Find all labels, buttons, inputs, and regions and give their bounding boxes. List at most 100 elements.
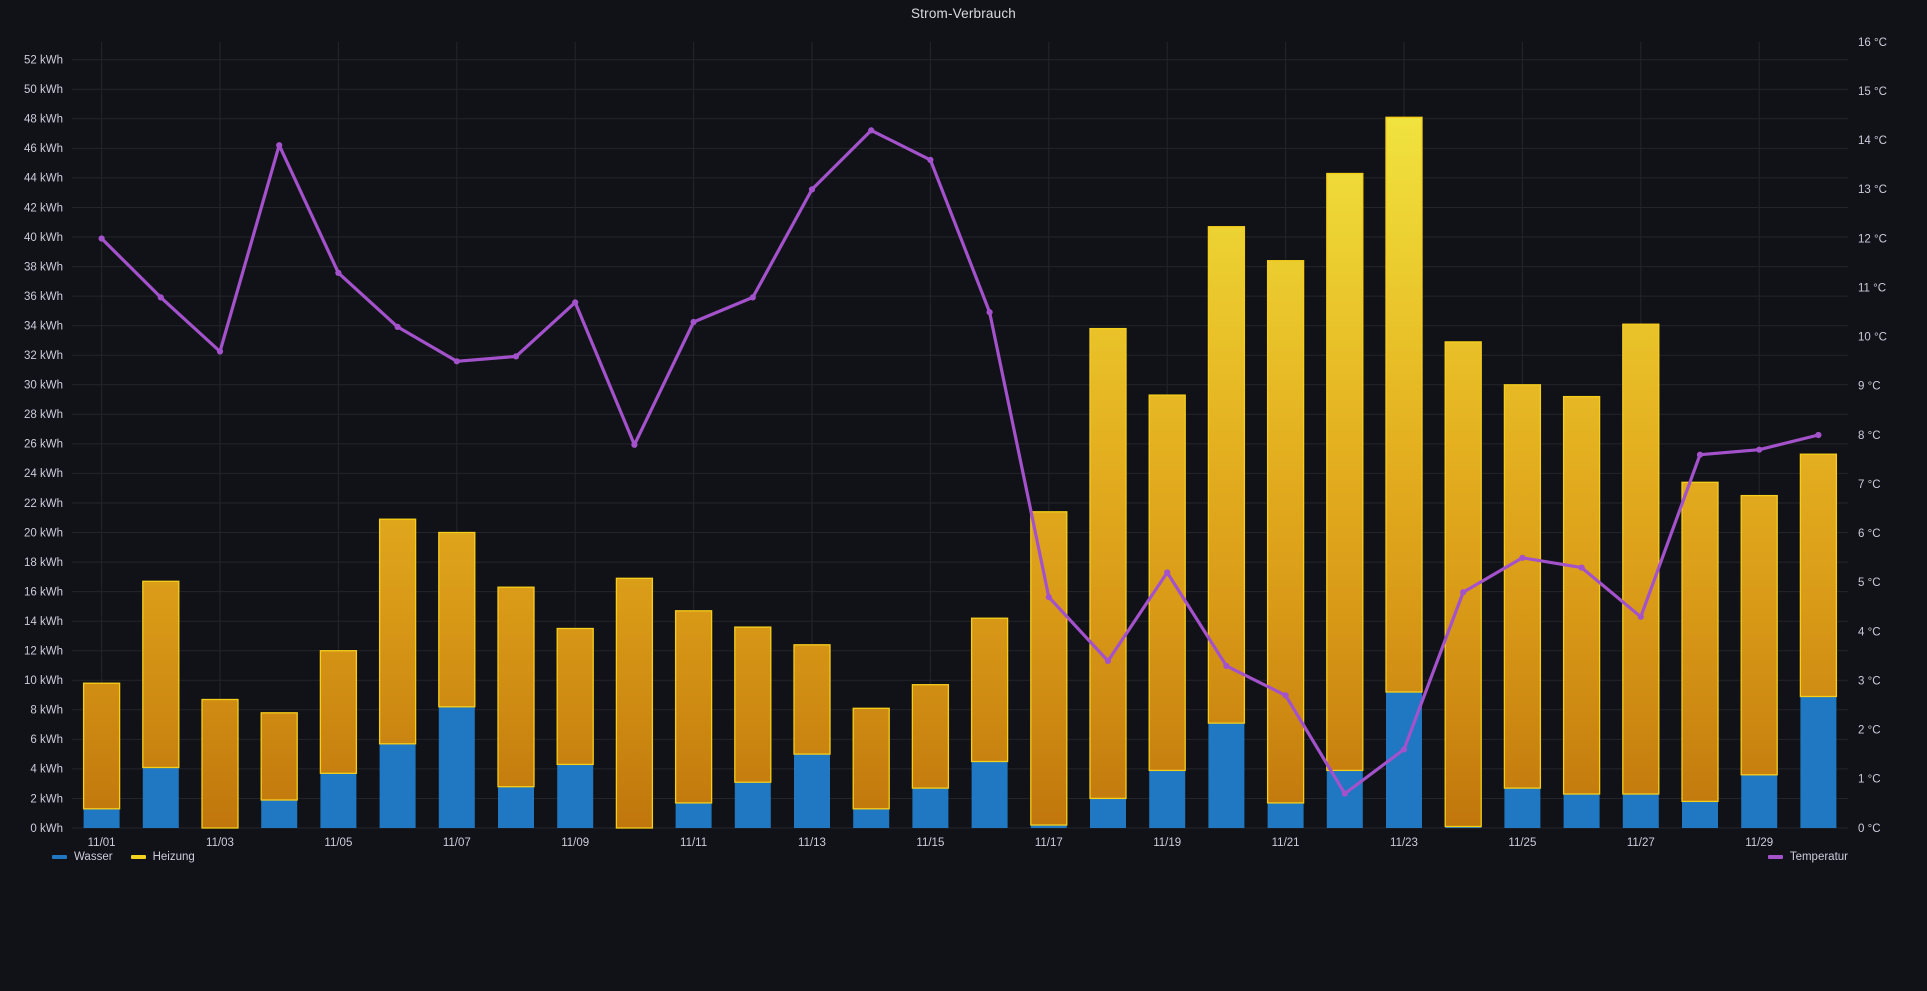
y-right-tick-label: 12 °C xyxy=(1858,233,1887,245)
bar-heizung xyxy=(1148,394,1186,772)
temperatur-point xyxy=(1756,446,1763,453)
temperatur-point xyxy=(1164,569,1171,576)
bar-heizung xyxy=(1799,453,1838,698)
temperatur-point xyxy=(808,186,816,193)
bar-heizung xyxy=(1385,116,1423,693)
bar-wasser xyxy=(498,786,534,828)
temperatur-swatch-icon xyxy=(1767,855,1783,859)
bar-wasser xyxy=(83,808,120,828)
bar-heizung xyxy=(1089,327,1127,800)
x-tick-label: 11/11 xyxy=(680,837,707,849)
bar-heizung xyxy=(1207,226,1246,724)
bar-wasser xyxy=(320,773,357,828)
legend-right-group: Temperatur xyxy=(1767,851,1848,863)
x-tick-label: 11/25 xyxy=(1508,837,1536,849)
temperatur-point xyxy=(276,142,283,149)
bar-heizung xyxy=(1326,172,1364,772)
y-right-tick-label: 1 °C xyxy=(1858,774,1881,786)
bar-heizung xyxy=(260,712,298,801)
y-left-tick-label: 10 kWh xyxy=(24,675,63,687)
bar-wasser xyxy=(1622,794,1659,828)
y-left-tick-label: 26 kWh xyxy=(24,439,63,451)
x-tick-label: 11/09 xyxy=(561,837,589,849)
bar-heizung xyxy=(438,531,476,708)
temperatur-point xyxy=(394,323,401,330)
bar-heizung xyxy=(82,682,121,810)
x-tick-label: 11/15 xyxy=(916,837,944,849)
legend-label-heizung: Heizung xyxy=(152,851,195,863)
bar-heizung xyxy=(1622,323,1660,795)
y-right-tick-label: 7 °C xyxy=(1858,479,1881,491)
temperatur-point xyxy=(1696,451,1704,458)
y-left-tick-label: 32 kWh xyxy=(24,350,63,362)
panel-title[interactable]: Strom-Verbrauch xyxy=(910,6,1017,21)
y-right-tick-label: 3 °C xyxy=(1858,675,1881,687)
legend-left-group: Wasser Heizung xyxy=(52,851,195,863)
legend-item-temperatur[interactable]: Temperatur xyxy=(1767,851,1848,863)
y-left-tick-label: 12 kWh xyxy=(24,646,63,658)
bar-heizung xyxy=(319,650,358,774)
legend: Wasser Heizung Temperatur xyxy=(0,851,1927,869)
bar-wasser xyxy=(557,764,594,828)
bar-wasser xyxy=(1030,825,1067,828)
temperatur-point xyxy=(749,294,756,301)
y-left-tick-label: 20 kWh xyxy=(24,527,63,539)
y-left-tick-label: 22 kWh xyxy=(24,498,63,510)
bar-wasser xyxy=(261,799,298,828)
temperatur-point xyxy=(927,156,934,163)
bar-heizung xyxy=(793,644,831,755)
bar-wasser xyxy=(853,808,890,828)
bar-heizung xyxy=(1503,384,1542,789)
x-tick-label: 11/01 xyxy=(88,837,116,849)
bar-heizung xyxy=(378,518,417,745)
x-tick-label: 11/13 xyxy=(798,837,826,849)
x-tick-label: 11/21 xyxy=(1272,837,1300,849)
bar-heizung xyxy=(556,627,594,766)
y-left-tick-label: 34 kWh xyxy=(24,321,63,333)
heizung-swatch-icon xyxy=(130,855,146,859)
temperatur-point xyxy=(690,318,697,326)
bar-heizung xyxy=(911,684,950,789)
legend-item-heizung[interactable]: Heizung xyxy=(130,851,195,863)
bar-heizung xyxy=(674,610,713,804)
y-right-tick-label: 10 °C xyxy=(1858,332,1887,344)
bar-heizung xyxy=(615,577,654,829)
y-left-tick-label: 42 kWh xyxy=(24,202,63,214)
y-left-tick-label: 0 kWh xyxy=(30,823,63,835)
bar-wasser xyxy=(675,802,712,828)
y-left-tick-label: 14 kWh xyxy=(24,616,63,628)
temperatur-point xyxy=(98,235,105,242)
y-right-tick-label: 16 °C xyxy=(1858,37,1887,49)
temperatur-point xyxy=(157,294,164,301)
y-right-tick-label: 9 °C xyxy=(1858,381,1881,393)
y-left-tick-label: 4 kWh xyxy=(30,764,63,776)
legend-item-wasser[interactable]: Wasser xyxy=(52,851,113,863)
bar-heizung xyxy=(1740,494,1778,776)
bar-wasser xyxy=(1445,826,1482,828)
bar-wasser xyxy=(1504,788,1541,828)
y-left-tick-label: 24 kWh xyxy=(24,468,63,480)
temperatur-point xyxy=(1460,589,1467,596)
temperatur-point xyxy=(335,269,342,276)
temperatur-point xyxy=(1223,662,1230,670)
bar-wasser xyxy=(1149,770,1186,828)
bar-heizung xyxy=(970,617,1009,763)
bar-wasser xyxy=(1682,801,1718,828)
y-right-tick-label: 4 °C xyxy=(1858,626,1881,638)
bar-heizung xyxy=(1030,511,1068,826)
bar-wasser xyxy=(379,743,416,828)
bar-wasser xyxy=(1741,774,1778,828)
y-left-tick-label: 30 kWh xyxy=(24,380,63,392)
bar-heizung xyxy=(497,586,535,788)
x-tick-label: 11/23 xyxy=(1390,837,1418,849)
y-left-tick-label: 16 kWh xyxy=(24,586,63,598)
bar-wasser xyxy=(1267,802,1304,828)
y-right-tick-label: 11 °C xyxy=(1858,282,1886,294)
x-tick-label: 11/05 xyxy=(324,837,352,849)
bar-wasser xyxy=(438,706,475,828)
bar-wasser xyxy=(1563,794,1600,828)
bar-heizung xyxy=(734,626,772,783)
temperatur-point xyxy=(1578,564,1585,571)
bar-heizung xyxy=(852,707,890,810)
